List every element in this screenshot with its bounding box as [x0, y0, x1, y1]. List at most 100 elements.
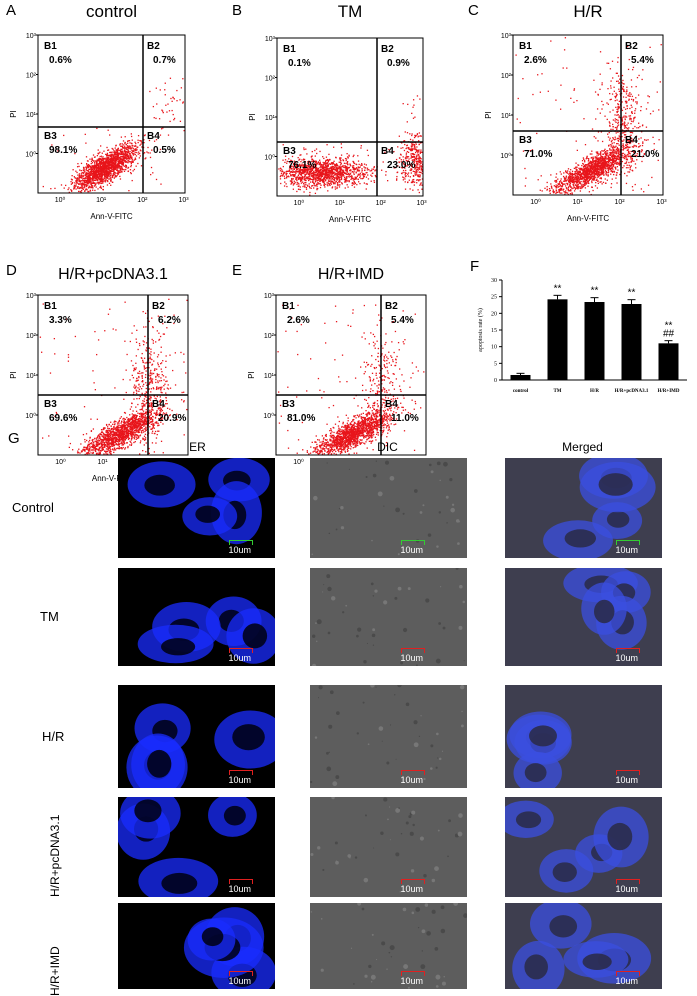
quadrant-label: B4 — [147, 131, 160, 142]
significance-mark: ** — [628, 288, 636, 299]
y-tick-label: 10² — [264, 333, 275, 340]
scale-bar: 10um — [401, 770, 425, 785]
x-axis-label: Ann-V-FITC — [567, 214, 609, 223]
panel-letter-b: B — [232, 2, 242, 19]
y-tick-label: 10² — [501, 73, 512, 80]
y-axis-label: PI — [9, 371, 18, 379]
bar-1 — [548, 299, 568, 380]
scale-bar: 10um — [616, 879, 640, 894]
column-label-er: ER — [120, 440, 275, 454]
row-label: TM — [40, 609, 59, 624]
quadrant-percent: 21.0% — [631, 149, 659, 160]
bar-3 — [622, 304, 642, 380]
x-tick-label: 10¹ — [96, 197, 107, 204]
quadrant-percent: 20.9% — [158, 413, 186, 424]
x-tick-label: 10¹ — [335, 200, 346, 207]
x-tick-label: 10³ — [656, 199, 667, 206]
quadrant-label: B3 — [519, 135, 532, 146]
panel-letter-a: A — [6, 2, 16, 19]
x-axis-label: Ann-V-FITC — [329, 215, 371, 224]
y-tick-label: 10³ — [265, 36, 276, 43]
scale-bar: 10um — [401, 971, 425, 986]
quadrant-percent: 11.0% — [391, 413, 419, 424]
y-tick-label: 10⁰ — [263, 412, 274, 420]
bar-0 — [511, 375, 531, 380]
y-tick-label: 10¹ — [265, 115, 276, 122]
scale-bar: 10um — [229, 540, 253, 555]
x-tick-label: 10⁰ — [55, 196, 66, 204]
y-tick-label: 10³ — [26, 33, 37, 40]
micrograph-dic: 10um — [310, 685, 467, 788]
scale-bar: 10um — [229, 971, 253, 986]
category-label: control — [513, 389, 529, 394]
quadrant-percent: 0.6% — [49, 55, 72, 66]
micrograph-dic: 10um — [310, 458, 467, 558]
y-tick-label: 10³ — [26, 293, 37, 300]
micrograph-dic: 10um — [310, 568, 467, 666]
x-tick-label: 10³ — [416, 200, 427, 207]
micrograph-er: 10um — [118, 568, 275, 666]
quadrant-percent: 81.0% — [287, 413, 315, 424]
y-tick-label: 20 — [491, 311, 497, 317]
panel-title: control — [28, 2, 195, 22]
scale-bar: 10um — [616, 648, 640, 663]
scale-bar: 10um — [401, 540, 425, 555]
quadrant-label: B1 — [519, 41, 532, 52]
micrograph-er: 10um — [118, 797, 275, 897]
quadrant-label: B1 — [44, 301, 57, 312]
quadrant-percent: 3.3% — [49, 315, 72, 326]
x-tick-label: 10² — [614, 199, 625, 206]
y-axis-label: PI — [484, 111, 493, 119]
quadrant-percent: 5.4% — [631, 55, 654, 66]
scale-bar: 10um — [616, 971, 640, 986]
scale-bar: 10um — [616, 770, 640, 785]
quadrant-percent: 0.9% — [387, 58, 410, 69]
quadrant-label: B4 — [152, 399, 165, 410]
x-tick-label: 10⁰ — [55, 458, 66, 466]
x-tick-label: 10² — [376, 200, 387, 207]
y-tick-label: 5 — [494, 361, 497, 367]
panel-title: H/R — [503, 2, 673, 22]
y-tick-label: 10¹ — [264, 373, 275, 380]
micrograph-dic: 10um — [310, 903, 467, 989]
y-axis-label: PI — [247, 371, 256, 379]
column-label-merged: Merged — [505, 440, 660, 454]
x-tick-label: 10¹ — [97, 459, 108, 466]
y-tick-label: 10⁰ — [264, 154, 275, 162]
quadrant-label: B2 — [381, 44, 394, 55]
scatter-dots — [278, 95, 423, 196]
quadrant-label: B3 — [282, 399, 295, 410]
panel-title: H/R+IMD — [266, 266, 436, 284]
scale-bar: 10um — [229, 648, 253, 663]
y-tick-label: 15 — [491, 328, 497, 334]
quadrant-percent: 76.1% — [288, 160, 316, 171]
y-tick-label: 10⁰ — [25, 412, 36, 420]
row-label: Control — [12, 500, 54, 515]
row-label: H/R+pcDNA3.1 — [48, 815, 62, 897]
y-tick-label: 10¹ — [501, 113, 512, 120]
y-tick-label: 25 — [491, 295, 497, 301]
x-tick-label: 10⁰ — [294, 199, 305, 207]
scatter-dots — [43, 78, 185, 193]
y-tick-label: 10³ — [501, 33, 512, 40]
quadrant-percent: 23.0% — [387, 160, 415, 171]
x-tick-label: 10¹ — [572, 199, 583, 206]
quadrant-percent: 0.7% — [153, 55, 176, 66]
y-tick-label: 10¹ — [26, 373, 37, 380]
panel-letter-c: C — [468, 2, 479, 19]
y-tick-label: 10¹ — [26, 112, 37, 119]
x-tick-label: 10⁰ — [530, 198, 541, 206]
quadrant-label: B2 — [152, 301, 165, 312]
category-label: H/R+pcDNA3.1 — [615, 389, 649, 394]
scale-bar: 10um — [229, 770, 253, 785]
micrograph-merged: 10um — [505, 568, 662, 666]
category-label: TM — [553, 389, 561, 394]
quadrant-label: B1 — [44, 41, 57, 52]
micrograph-er: 10um — [118, 903, 275, 989]
x-axis-label: Ann-V-FITC — [90, 212, 132, 221]
micrograph-merged: 10um — [505, 797, 662, 897]
